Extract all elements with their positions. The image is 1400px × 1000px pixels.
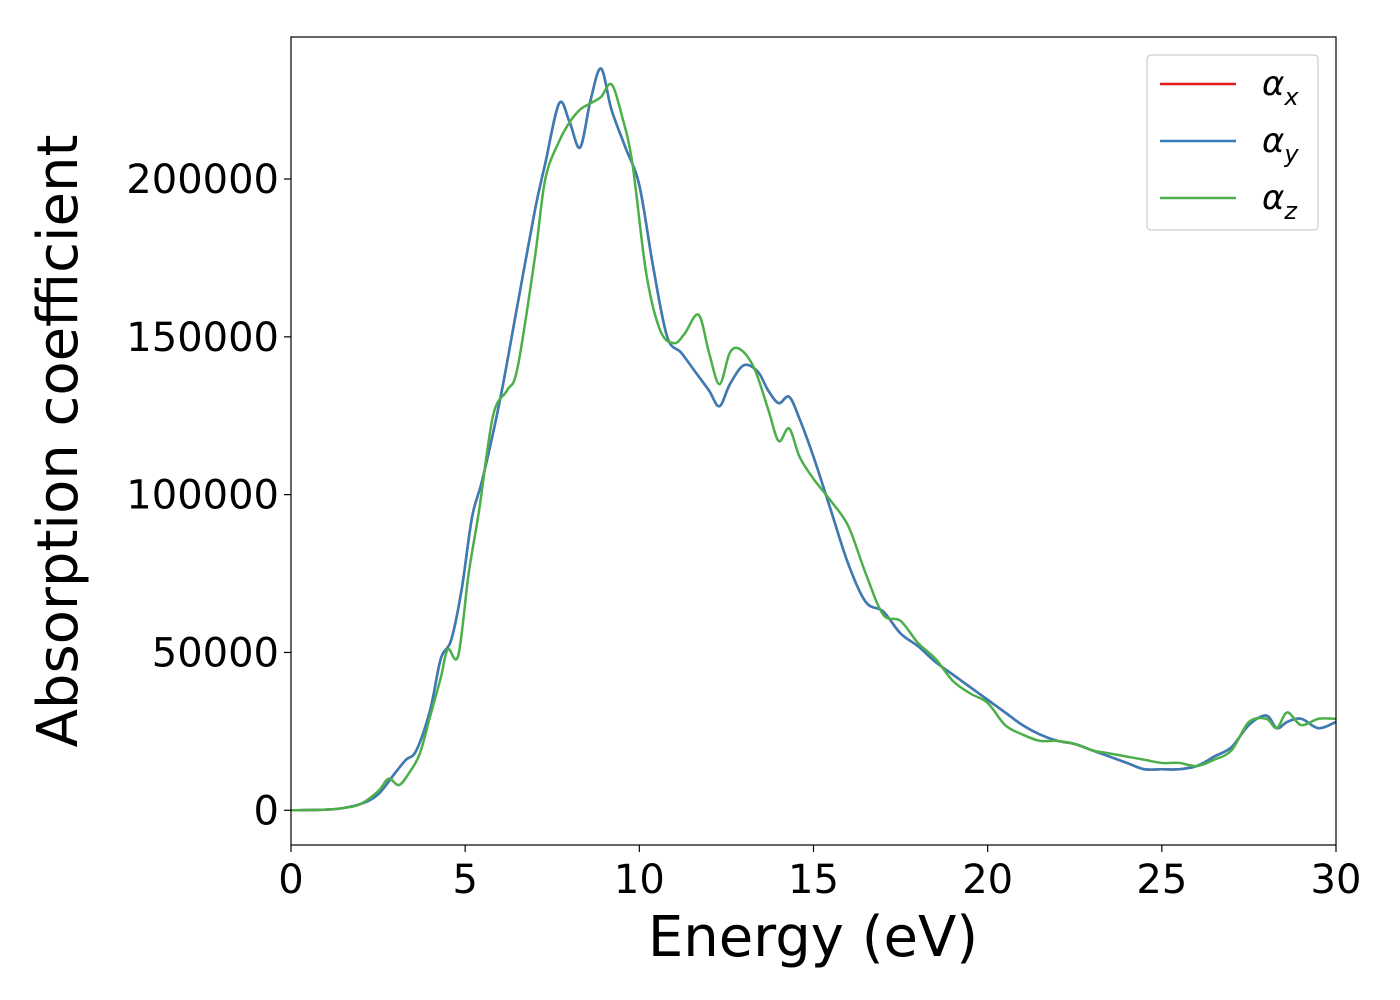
legend-label-z: αz	[1262, 178, 1298, 225]
x-tick-label: 25	[1136, 857, 1187, 903]
legend-items: αx αy αz	[1160, 64, 1299, 225]
y-tick-label: 50000	[152, 630, 279, 676]
y-tick-label: 200000	[126, 157, 279, 203]
legend: αx αy αz	[1146, 54, 1319, 231]
x-tick-label: 0	[278, 857, 303, 903]
legend-label-x: αx	[1262, 64, 1299, 111]
x-tick-label: 15	[788, 857, 839, 903]
y-tick-label: 150000	[126, 315, 279, 361]
legend-box	[1146, 54, 1319, 231]
x-axis-title: Energy (eV)	[648, 905, 978, 970]
x-tick-label: 5	[452, 857, 477, 903]
y-tick-label: 100000	[126, 473, 279, 519]
x-tick-label: 10	[614, 857, 665, 903]
x-tick-label: 20	[962, 857, 1013, 903]
series-line-z	[290, 82, 1337, 812]
series-line-y	[290, 67, 1337, 812]
y-tick-label: 0	[254, 788, 279, 834]
x-axis: 0 5 10 15 20 25 30	[278, 845, 1361, 903]
y-axis-title: Absorption coefficient	[26, 135, 91, 748]
legend-label-y: αy	[1262, 121, 1299, 168]
series-layer	[290, 67, 1337, 812]
y-axis: 0 50000 100000 150000 200000	[126, 157, 291, 834]
x-tick-label: 30	[1311, 857, 1362, 903]
